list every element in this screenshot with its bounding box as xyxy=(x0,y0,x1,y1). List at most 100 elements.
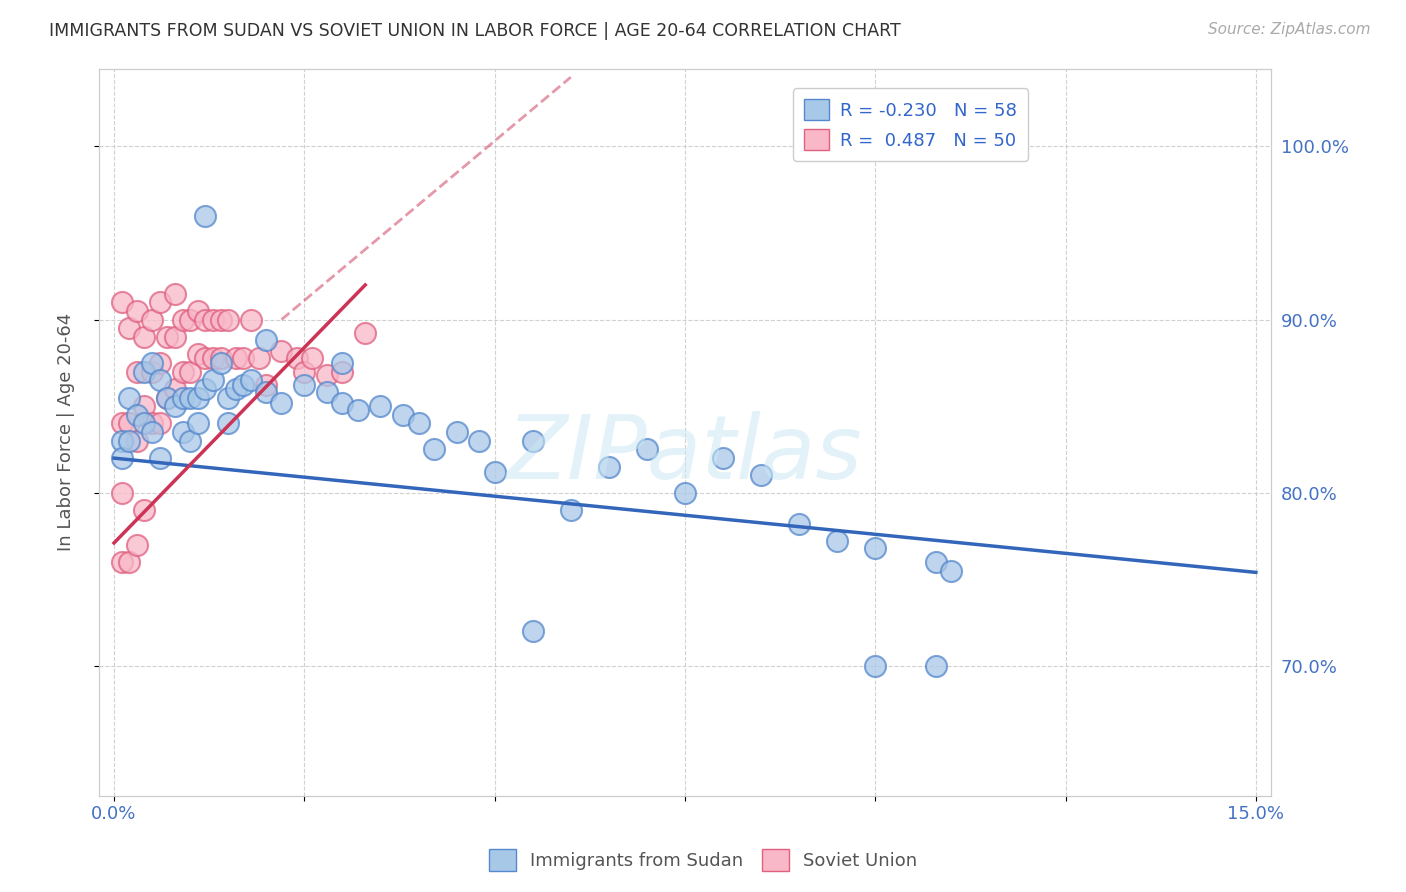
Point xyxy=(118,321,141,335)
Point xyxy=(209,351,232,365)
Point xyxy=(125,538,148,552)
Point xyxy=(194,351,217,365)
Point xyxy=(118,417,141,431)
Point xyxy=(163,286,186,301)
Point xyxy=(149,451,172,466)
Point xyxy=(316,385,339,400)
Point xyxy=(346,402,368,417)
Point xyxy=(163,330,186,344)
Point xyxy=(270,395,292,409)
Point xyxy=(187,391,209,405)
Point xyxy=(354,326,377,341)
Point xyxy=(194,382,217,396)
Point xyxy=(111,485,134,500)
Point xyxy=(125,434,148,448)
Point xyxy=(118,555,141,569)
Point xyxy=(240,312,263,326)
Point xyxy=(118,434,141,448)
Point xyxy=(560,503,582,517)
Point xyxy=(316,368,339,382)
Point xyxy=(134,330,156,344)
Point xyxy=(172,312,194,326)
Point xyxy=(172,425,194,439)
Point xyxy=(179,434,201,448)
Point xyxy=(141,356,163,370)
Point xyxy=(225,382,247,396)
Point xyxy=(332,365,354,379)
Text: IMMIGRANTS FROM SUDAN VS SOVIET UNION IN LABOR FORCE | AGE 20-64 CORRELATION CHA: IMMIGRANTS FROM SUDAN VS SOVIET UNION IN… xyxy=(49,22,901,40)
Point xyxy=(292,378,315,392)
Point xyxy=(673,485,696,500)
Text: Source: ZipAtlas.com: Source: ZipAtlas.com xyxy=(1208,22,1371,37)
Point xyxy=(925,659,948,673)
Legend: Immigrants from Sudan, Soviet Union: Immigrants from Sudan, Soviet Union xyxy=(482,842,924,879)
Point xyxy=(141,425,163,439)
Point xyxy=(179,391,201,405)
Point xyxy=(232,378,254,392)
Y-axis label: In Labor Force | Age 20-64: In Labor Force | Age 20-64 xyxy=(58,313,75,551)
Point xyxy=(149,373,172,387)
Point xyxy=(201,312,224,326)
Point xyxy=(179,365,201,379)
Point xyxy=(240,373,263,387)
Point xyxy=(111,417,134,431)
Legend: R = -0.230   N = 58, R =  0.487   N = 50: R = -0.230 N = 58, R = 0.487 N = 50 xyxy=(793,88,1028,161)
Point xyxy=(468,434,491,448)
Point xyxy=(201,373,224,387)
Point xyxy=(446,425,468,439)
Point xyxy=(141,417,163,431)
Point xyxy=(332,356,354,370)
Point xyxy=(636,442,658,457)
Point xyxy=(125,304,148,318)
Point xyxy=(825,534,848,549)
Point xyxy=(194,209,217,223)
Point xyxy=(292,365,315,379)
Point xyxy=(125,365,148,379)
Point xyxy=(209,312,232,326)
Point xyxy=(111,451,134,466)
Point xyxy=(254,334,277,348)
Point xyxy=(149,417,172,431)
Point xyxy=(187,304,209,318)
Point xyxy=(408,417,430,431)
Text: ZIPatlas: ZIPatlas xyxy=(508,411,863,497)
Point xyxy=(422,442,444,457)
Point xyxy=(149,356,172,370)
Point xyxy=(172,391,194,405)
Point xyxy=(254,378,277,392)
Point xyxy=(141,365,163,379)
Point xyxy=(301,351,323,365)
Point xyxy=(392,408,415,422)
Point xyxy=(217,312,239,326)
Point xyxy=(201,351,224,365)
Point xyxy=(172,365,194,379)
Point xyxy=(598,459,620,474)
Point xyxy=(134,399,156,413)
Point xyxy=(232,351,254,365)
Point xyxy=(941,564,963,578)
Point xyxy=(111,295,134,310)
Point xyxy=(865,659,887,673)
Point xyxy=(163,382,186,396)
Point xyxy=(187,347,209,361)
Point xyxy=(134,365,156,379)
Point xyxy=(156,330,179,344)
Point xyxy=(925,555,948,569)
Point xyxy=(332,395,354,409)
Point xyxy=(285,351,308,365)
Point xyxy=(134,503,156,517)
Point xyxy=(111,434,134,448)
Point xyxy=(484,465,506,479)
Point xyxy=(179,312,201,326)
Point xyxy=(134,417,156,431)
Point xyxy=(156,391,179,405)
Point xyxy=(749,468,772,483)
Point xyxy=(209,356,232,370)
Point xyxy=(247,351,270,365)
Point xyxy=(217,391,239,405)
Point xyxy=(522,434,544,448)
Point xyxy=(865,541,887,556)
Point xyxy=(522,624,544,639)
Point xyxy=(118,391,141,405)
Point xyxy=(217,417,239,431)
